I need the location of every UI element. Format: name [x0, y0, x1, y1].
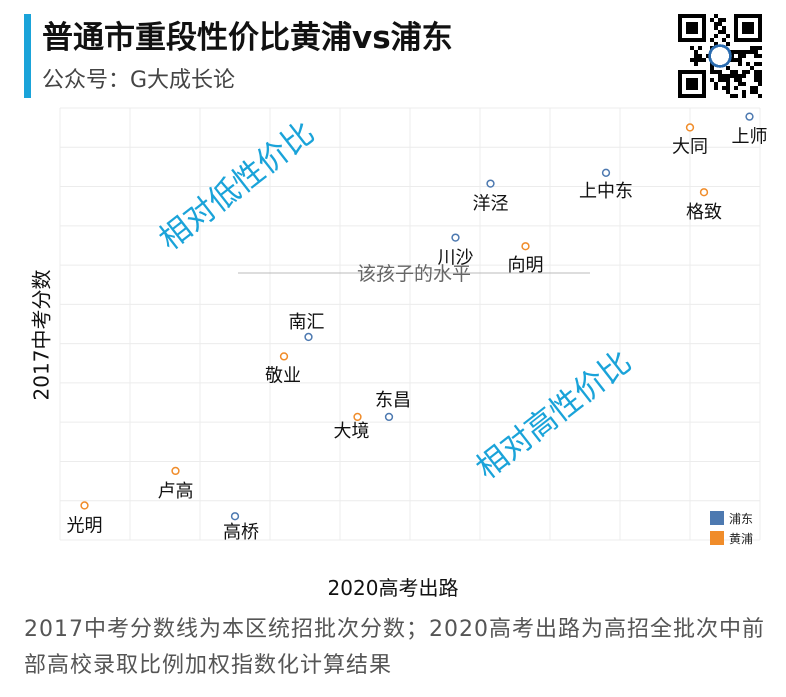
data-label: 敬业	[265, 365, 301, 386]
data-point	[230, 512, 240, 521]
data-point	[171, 466, 180, 476]
legend-item-huangpu: 黄浦	[710, 528, 753, 548]
footnote: 2017中考分数线为本区统招批次分数；2020高考出路为高招全批次中前部高校录取…	[24, 617, 765, 678]
data-point	[353, 412, 362, 422]
data-label: 东昌	[375, 390, 411, 411]
page-title: 普通市重段性价比黄浦vs浦东	[42, 20, 453, 56]
data-label: 向明	[508, 255, 544, 276]
reference-line-label: 该孩子的水平	[357, 263, 471, 285]
qr-code-icon	[678, 14, 762, 98]
chart-legend: 浦东 黄浦	[710, 508, 753, 548]
legend-item-pudong: 浦东	[710, 508, 753, 528]
x-axis-label: 2020高考出路	[327, 576, 459, 600]
data-point	[451, 233, 460, 242]
data-point	[601, 168, 611, 177]
data-point	[279, 352, 289, 361]
data-label: 格致	[686, 202, 722, 223]
legend-swatch-pudong	[710, 511, 724, 525]
data-label: 大境	[334, 421, 370, 442]
data-point	[304, 332, 313, 342]
data-point	[745, 112, 754, 121]
data-label: 川沙	[438, 248, 474, 269]
annotation-high-value: 相对高性价比	[469, 344, 638, 487]
legend-label-pudong: 浦东	[729, 511, 754, 526]
y-axis-label: 2017中考分数	[29, 269, 54, 401]
chart-grid	[59, 107, 761, 541]
page-subtitle: 公众号：G大成长论	[42, 68, 236, 93]
data-point	[699, 188, 709, 197]
title-accent-bar	[24, 14, 31, 98]
legend-swatch-huangpu	[710, 531, 724, 545]
data-point	[486, 179, 495, 188]
data-point	[80, 501, 89, 510]
data-label: 上师	[732, 127, 768, 148]
data-label: 南汇	[289, 312, 325, 333]
data-point	[685, 123, 695, 132]
data-label: 上中东	[579, 181, 633, 202]
data-point	[521, 242, 530, 251]
data-label: 光明	[67, 515, 103, 536]
data-label: 洋泾	[473, 194, 509, 215]
data-label: 大同	[672, 136, 708, 157]
legend-label-huangpu: 黄浦	[729, 531, 754, 546]
data-label: 卢高	[158, 481, 194, 502]
data-label: 高桥	[223, 522, 259, 543]
data-point	[384, 412, 394, 422]
